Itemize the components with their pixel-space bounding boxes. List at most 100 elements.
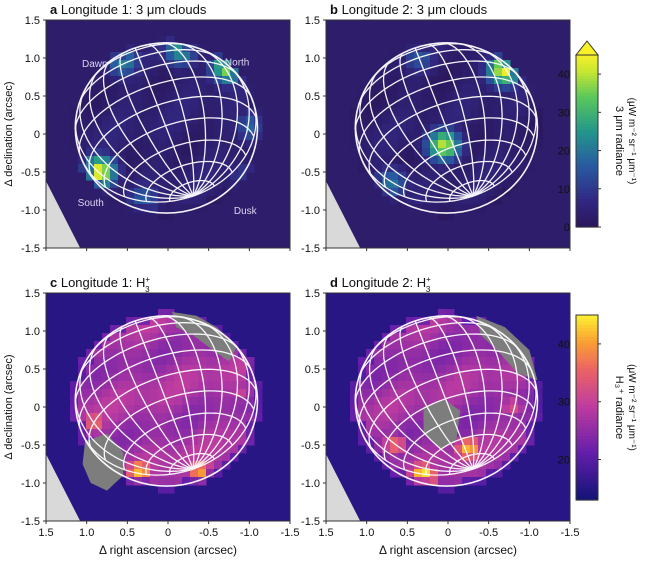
heatmap-pixel — [438, 357, 447, 366]
heatmap-pixel — [102, 124, 111, 133]
heatmap-pixel — [142, 76, 151, 85]
heatmap-pixel — [70, 405, 79, 414]
heatmap-pixel — [182, 373, 191, 382]
heatmap-pixel — [190, 429, 199, 438]
heatmap-pixel — [166, 204, 175, 213]
heatmap-pixel — [174, 461, 183, 470]
heatmap-pixel — [526, 100, 535, 109]
heatmap-pixel — [158, 365, 167, 374]
heatmap-pixel — [494, 148, 503, 157]
colorbar-segment — [576, 373, 598, 378]
colorbar-unit: (μW m⁻² sr⁻¹ μm⁻¹) — [626, 364, 637, 451]
heatmap-pixel — [134, 405, 143, 414]
heatmap-pixel — [238, 421, 247, 430]
heatmap-pixel — [390, 116, 399, 125]
heatmap-pixel — [166, 108, 175, 117]
heatmap-pixel — [182, 469, 191, 478]
heatmap-pixel — [406, 461, 415, 470]
field-edge-wedge — [326, 181, 361, 248]
heatmap-pixel — [254, 389, 263, 398]
heatmap-pixel — [110, 52, 119, 61]
heatmap-pixel — [222, 172, 231, 181]
longitude-line — [382, 332, 474, 470]
heatmap-pixel — [430, 333, 439, 342]
colorbar-segment — [576, 106, 598, 111]
heatmap-pixel — [174, 156, 183, 165]
heatmap-pixel — [494, 405, 503, 414]
heatmap-pixel — [518, 397, 527, 406]
colorbar-segment — [576, 339, 598, 344]
heatmap-pixel — [390, 469, 399, 478]
heatmap-pixel — [134, 373, 143, 382]
heatmap-pixel — [486, 196, 495, 205]
colorbar-segment — [576, 221, 598, 225]
heatmap-pixel — [438, 132, 447, 141]
heatmap-pixel — [430, 132, 439, 141]
heatmap-pixel — [110, 349, 119, 358]
heatmap-pixel — [94, 405, 103, 414]
heatmap-pixel — [126, 100, 135, 109]
heatmap-pixel — [350, 124, 359, 133]
heatmap-pixel — [422, 453, 431, 462]
colorbar-segment — [576, 135, 598, 139]
heatmap-pixel — [118, 84, 127, 93]
heatmap-pixel — [206, 381, 215, 390]
heatmap-pixel — [494, 461, 503, 470]
heatmap-pixel — [126, 325, 135, 334]
heatmap-pixel — [414, 373, 423, 382]
heatmap-pixel — [486, 68, 495, 77]
heatmap-pixel — [470, 365, 479, 374]
colorbar-segment — [576, 201, 598, 205]
heatmap-pixel — [190, 100, 199, 109]
heatmap-pixel — [390, 156, 399, 165]
heatmap-pixel — [174, 413, 183, 422]
heatmap-pixel — [142, 124, 151, 133]
longitude-line — [80, 429, 194, 476]
heatmap-pixel — [126, 453, 135, 462]
heatmap-pixel — [382, 164, 391, 173]
heatmap-pixel — [454, 132, 463, 141]
heatmap-pixel — [502, 413, 511, 422]
heatmap-pixel — [206, 132, 215, 141]
heatmap-pixel — [174, 140, 183, 149]
heatmap-pixel — [118, 413, 127, 422]
planet-grid — [74, 315, 259, 487]
heatmap-pixel — [414, 124, 423, 133]
heatmap-pixel — [422, 365, 431, 374]
heatmap-pixel — [406, 76, 415, 85]
heatmap-pixel — [126, 437, 135, 446]
heatmap-pixel — [150, 76, 159, 85]
longitude-line — [79, 361, 194, 470]
heatmap-pixel — [526, 84, 535, 93]
heatmap-pixel — [350, 140, 359, 149]
y-tick-label: -0.5 — [21, 440, 40, 452]
heatmap-pixel — [398, 116, 407, 125]
heatmap-pixel — [134, 116, 143, 125]
colorbar-segment — [576, 172, 598, 176]
heatmap-pixel — [86, 172, 95, 181]
heatmap-pixel — [422, 204, 431, 213]
colorbar-segment — [576, 66, 598, 70]
heatmap-pixel — [118, 132, 127, 141]
heatmap-pixel — [190, 132, 199, 141]
heatmap-pixel — [430, 357, 439, 366]
heatmap-pixel — [198, 196, 207, 205]
heatmap-pixel — [182, 188, 191, 197]
heatmap-pixel — [158, 180, 167, 189]
heatmap-pixel — [470, 188, 479, 197]
heatmap-pixel — [398, 148, 407, 157]
longitude-line — [134, 47, 194, 197]
heatmap-pixel — [230, 92, 239, 101]
heatmap-pixel — [438, 156, 447, 165]
heatmap-pixel — [206, 453, 215, 462]
heatmap-pixel — [110, 421, 119, 430]
colorbar-segment — [576, 385, 598, 390]
heatmap-pixel — [78, 389, 87, 398]
heatmap-pixel — [118, 148, 127, 157]
heatmap-pixel — [422, 140, 431, 149]
heatmap-pixel — [94, 389, 103, 398]
heatmap-pixel — [390, 84, 399, 93]
colorbar-segment — [576, 192, 598, 197]
heatmap-pixel — [446, 325, 455, 334]
heatmap-pixel — [486, 60, 495, 69]
